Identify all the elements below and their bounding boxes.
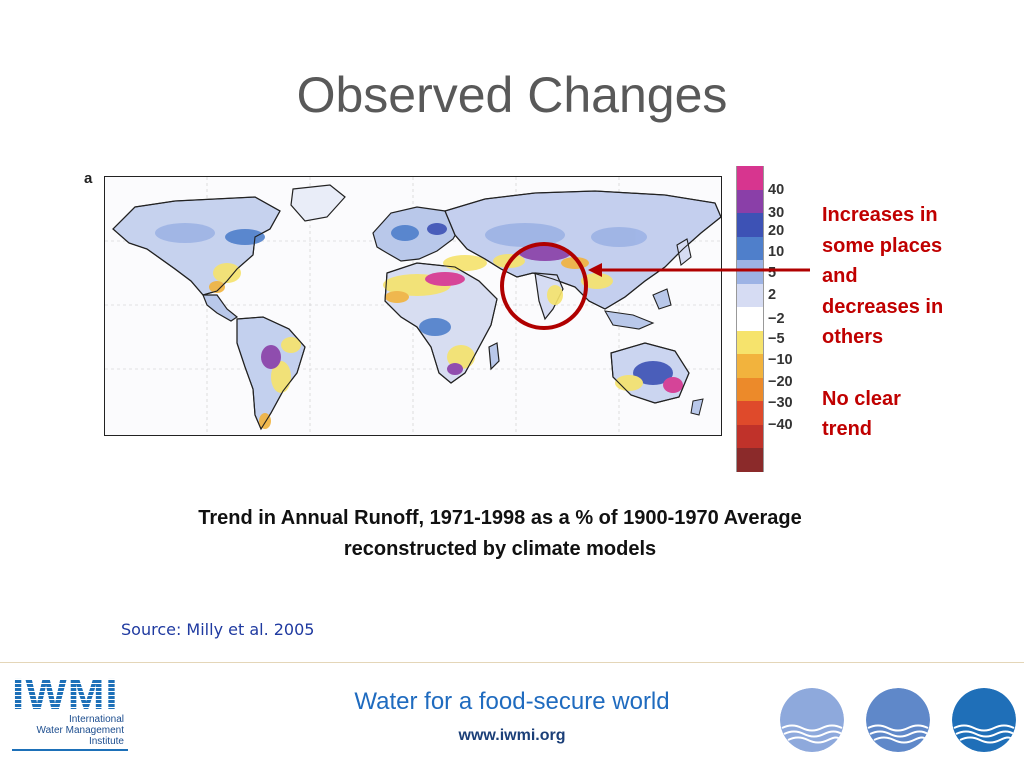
- conclusion-line: trend: [822, 418, 872, 440]
- world-map-graphic: [105, 177, 721, 435]
- legend-label: −5: [768, 331, 785, 347]
- water-drop-icon: [866, 688, 930, 752]
- annotation-line: and: [822, 265, 858, 287]
- central-america: [202, 294, 239, 322]
- legend-swatch: [736, 377, 764, 401]
- legend-swatch: [736, 260, 764, 284]
- water-drop-icon: [952, 688, 1016, 752]
- logo-text-line: Water Management: [36, 725, 124, 736]
- legend-swatch: [736, 213, 764, 237]
- legend-label: 20: [768, 223, 785, 239]
- logo-mark: IWMI: [12, 676, 128, 714]
- legend-label: 5: [768, 265, 777, 281]
- caption-line: Trend in Annual Runoff, 1971-1998 as a %…: [198, 507, 802, 529]
- logo-underline: [12, 749, 128, 751]
- legend-swatch: [736, 283, 764, 307]
- legend-swatch: [736, 448, 764, 472]
- runoff-trend-map: [104, 176, 722, 436]
- legend-swatch: [736, 401, 764, 425]
- legend-label: 40: [768, 182, 785, 198]
- conclusion-line: No clear: [822, 387, 901, 410]
- legend-swatch: [736, 189, 764, 213]
- annotation-line: decreases in: [822, 295, 944, 318]
- greenland: [290, 184, 346, 222]
- figure-panel-letter: a: [84, 170, 93, 187]
- footer-tagline: Water for a food-secure world: [354, 688, 670, 715]
- logo-text-line: International: [68, 714, 124, 725]
- annotation-line: some places: [822, 234, 943, 257]
- footer-divider: [0, 662, 1024, 663]
- madagascar: [488, 342, 500, 371]
- legend-label: 2: [768, 287, 777, 303]
- legend-swatch: [736, 307, 764, 331]
- legend-label: −10: [768, 352, 793, 368]
- caption-line: reconstructed by climate models: [343, 538, 657, 560]
- annotation-line: others: [822, 326, 884, 348]
- source-citation: Source: Milly et al. 2005: [121, 620, 315, 639]
- legend-label: 30: [768, 205, 785, 221]
- legend-swatch: [736, 354, 764, 378]
- annotation-line: Increases in: [822, 204, 938, 226]
- legend-label: −40: [768, 417, 793, 433]
- iwmi-logo: IWMI International Water Management Inst…: [12, 676, 128, 751]
- water-drop-icon: [780, 688, 844, 752]
- footer-website-link[interactable]: www.iwmi.org: [458, 727, 566, 744]
- figure-caption: Trend in Annual Runoff, 1971-1998 as a %…: [90, 503, 910, 565]
- legend-swatch: [736, 424, 764, 448]
- legend-label: −2: [768, 311, 785, 327]
- logo-text-line: Institute: [88, 736, 124, 747]
- legend-swatch: [736, 166, 764, 190]
- legend-swatch: [736, 236, 764, 260]
- legend-label: 10: [768, 244, 785, 260]
- legend-label: −20: [768, 374, 793, 390]
- slide-title: Observed Changes: [296, 67, 728, 123]
- legend-swatch: [736, 330, 764, 354]
- legend-label: −30: [768, 395, 793, 411]
- annotation-text: Increases in some places and decreases i…: [822, 200, 992, 445]
